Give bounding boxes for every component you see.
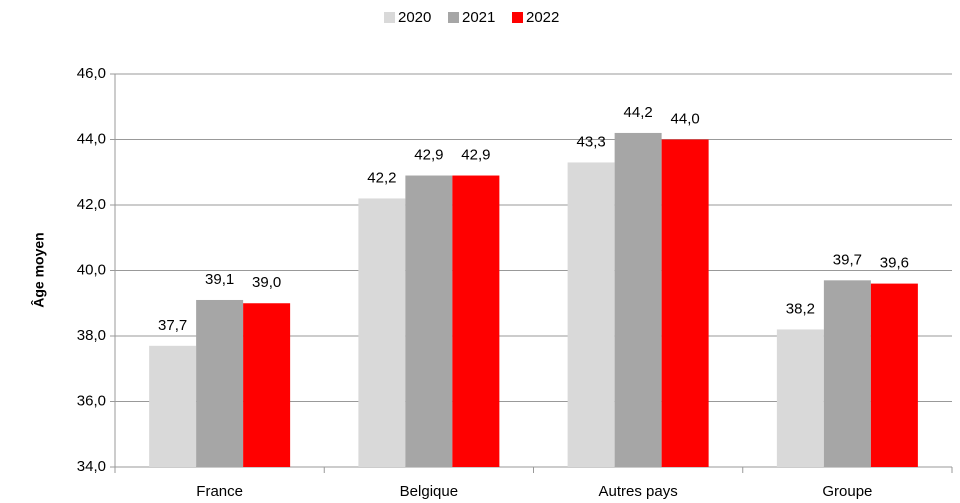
- bar: [243, 303, 291, 467]
- x-tick-label: France: [196, 483, 243, 500]
- bar: [776, 329, 824, 467]
- y-tick-label: 44,0: [77, 130, 106, 147]
- legend-label: 2021: [462, 9, 495, 26]
- value-label: 37,7: [158, 317, 187, 334]
- bar: [567, 162, 615, 468]
- value-label: 44,2: [624, 104, 653, 121]
- y-tick-label: 36,0: [77, 392, 106, 409]
- y-tick-label: 38,0: [77, 327, 106, 344]
- bar: [870, 283, 918, 467]
- y-tick-label: 42,0: [77, 196, 106, 213]
- bar: [405, 175, 453, 467]
- y-axis-label: Âge moyen: [30, 232, 47, 307]
- bar: [358, 198, 406, 467]
- y-tick-label: 40,0: [77, 261, 106, 278]
- bar: [614, 132, 662, 467]
- legend-swatch: [448, 12, 459, 23]
- x-tick-label: Belgique: [400, 483, 458, 500]
- legend-label: 2022: [526, 9, 559, 26]
- value-label: 44,0: [671, 110, 700, 127]
- value-label: 39,0: [252, 274, 281, 291]
- value-label: 39,6: [880, 255, 909, 272]
- value-label: 38,2: [786, 300, 815, 317]
- legend-label: 2020: [398, 9, 431, 26]
- x-tick-label: Autres pays: [599, 483, 678, 500]
- legend-swatch: [512, 12, 523, 23]
- value-label: 43,3: [577, 133, 606, 150]
- bar: [661, 139, 709, 467]
- bar: [823, 280, 871, 467]
- value-label: 39,7: [833, 251, 862, 268]
- value-label: 39,1: [205, 271, 234, 288]
- y-tick-label: 34,0: [77, 458, 106, 475]
- value-label: 42,2: [367, 169, 396, 186]
- bar: [452, 175, 500, 467]
- x-tick-label: Groupe: [822, 483, 872, 500]
- value-label: 42,9: [414, 146, 443, 163]
- y-tick-label: 46,0: [77, 65, 106, 82]
- bar: [149, 345, 197, 467]
- bar: [196, 299, 244, 467]
- legend-swatch: [384, 12, 395, 23]
- value-label: 42,9: [461, 146, 490, 163]
